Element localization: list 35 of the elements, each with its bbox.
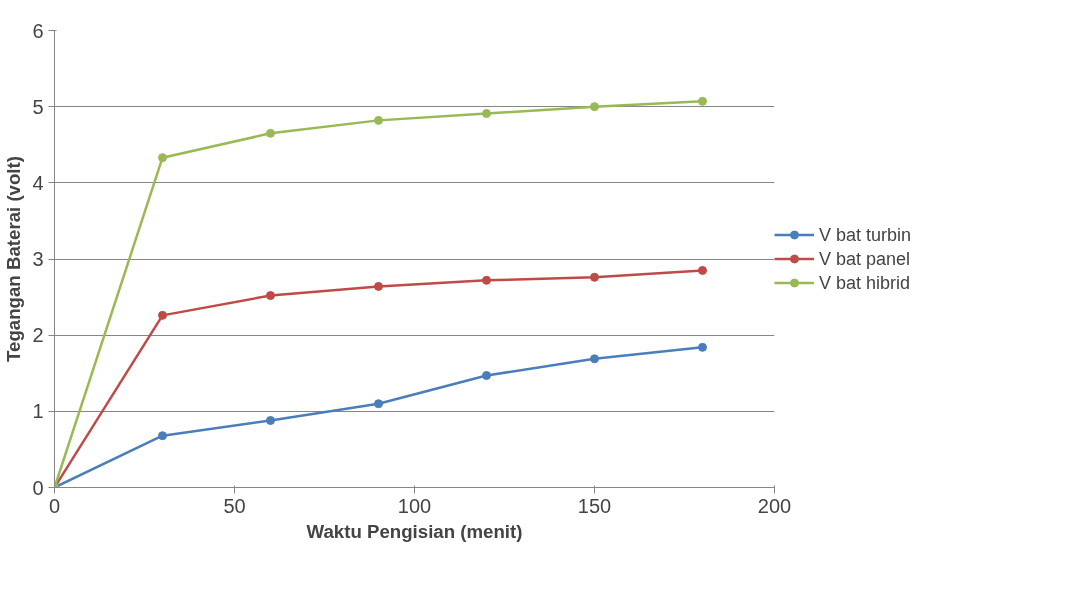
point (698, 265, 707, 275)
legend-label: V bat panel (819, 248, 911, 269)
y-tick-label: 3 (32, 248, 44, 270)
point (266, 291, 275, 301)
point (374, 115, 383, 125)
point (158, 431, 167, 441)
point (590, 102, 599, 112)
x-tick-label: 100 (397, 494, 432, 517)
y-tick-label: 0 (32, 476, 44, 499)
y-axis-title: Tegangan Baterai (volt) (3, 156, 25, 362)
y-tick-label: 5 (32, 95, 44, 118)
x-axis-title: Waktu Pengisian (menit) (306, 520, 523, 542)
y-tick-label: 6 (32, 19, 44, 42)
point (482, 109, 491, 119)
point (374, 399, 383, 409)
x-tick-label: 200 (757, 494, 792, 517)
point (374, 281, 383, 291)
legend-label: V bat hibrid (819, 272, 911, 293)
x-tick-label: 0 (48, 494, 61, 517)
x-tick-label: 50 (223, 494, 246, 517)
point (590, 354, 599, 364)
point (266, 415, 275, 425)
point (590, 272, 599, 282)
point (482, 371, 491, 381)
y-tick-label: 1 (32, 400, 44, 423)
point (266, 128, 275, 138)
y-tick-label: 2 (32, 324, 44, 347)
x-tick-label: 150 (577, 494, 612, 517)
point (698, 342, 707, 352)
point (482, 275, 491, 285)
point (698, 96, 707, 106)
y-tick-label: 4 (32, 171, 44, 194)
legend-label: V bat turbin (819, 224, 912, 245)
point (158, 153, 167, 163)
point (158, 310, 167, 320)
